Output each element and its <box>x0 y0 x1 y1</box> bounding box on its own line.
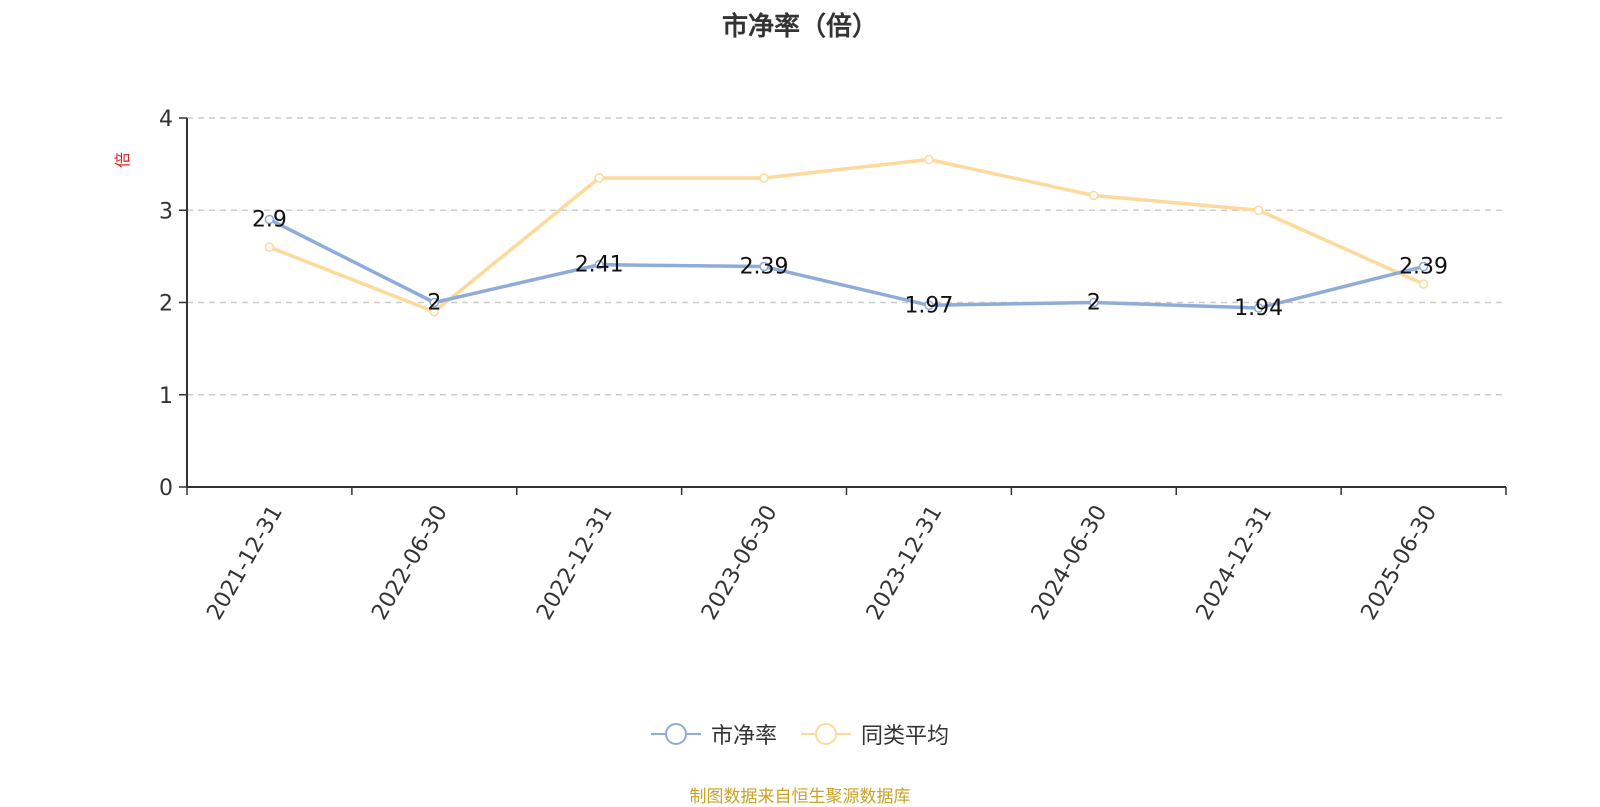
x-tick-label: 2025-06-30 <box>1357 501 1443 624</box>
x-tick-label: 2024-06-30 <box>1027 501 1113 624</box>
series-1-point <box>924 300 934 311</box>
series-1-point <box>1418 261 1429 272</box>
series-2-point <box>264 242 275 252</box>
legend-label-series-1: 市净率 <box>710 724 777 749</box>
series-2-point <box>594 173 604 183</box>
grid-lines <box>187 117 1506 396</box>
y-tick-label: 2 <box>159 292 173 317</box>
chart-title: 市净率（倍） <box>721 12 878 42</box>
series-1-point <box>264 214 275 225</box>
y-tick-label: 1 <box>159 384 173 409</box>
series-1-point <box>1089 297 1099 308</box>
series-line-2 <box>268 157 1425 314</box>
axes: 0 1 2 3 4 2021-12-31 2022-06-30 2022-12-31 2023-… <box>159 107 1507 624</box>
data-label: 2 <box>1087 291 1101 316</box>
data-label: 2.39 <box>1399 255 1448 280</box>
series-layer <box>264 154 1429 317</box>
source-note: 制图数据来自恒生聚源数据库 <box>689 787 911 807</box>
series-1-point <box>759 261 769 272</box>
series-2-point <box>924 154 934 165</box>
x-tick-label: 2022-06-30 <box>367 501 453 624</box>
data-label: 2.39 <box>740 255 789 280</box>
data-label: 2.9 <box>252 207 287 232</box>
series-2-point <box>759 173 769 183</box>
legend-marker-icon <box>801 722 851 746</box>
x-tick-label: 2024-12-31 <box>1192 501 1278 624</box>
series-1-point <box>429 297 440 308</box>
data-label: 1.97 <box>904 293 953 318</box>
legend-item-series-2[interactable]: 同类平均 <box>801 718 949 750</box>
series-line-1 <box>268 217 1424 310</box>
y-tick-label: 3 <box>159 199 173 224</box>
y-tick-label: 4 <box>159 107 173 132</box>
data-labels: 2.9 2 2.41 2.39 1.97 2 1.94 2.39 <box>252 207 1448 321</box>
legend: 市净率 同类平均 <box>0 718 1600 750</box>
y-axis-label: 倍 <box>113 152 132 168</box>
series-2-point <box>1418 279 1429 289</box>
x-tick-label: 2021-12-31 <box>202 501 288 624</box>
data-label: 1.94 <box>1234 296 1283 321</box>
series-1-point <box>594 259 604 270</box>
x-tick-label: 2022-12-31 <box>532 501 618 624</box>
series-2-point <box>1089 190 1099 201</box>
legend-label-series-2: 同类平均 <box>861 724 950 749</box>
y-tick-label: 0 <box>159 476 173 501</box>
legend-item-series-1[interactable]: 市净率 <box>650 718 777 750</box>
x-tick-label: 2023-06-30 <box>697 501 783 624</box>
legend-marker-icon <box>650 722 701 746</box>
x-tick-label: 2023-12-31 <box>862 501 948 624</box>
data-label: 2.41 <box>575 253 624 278</box>
series-1-point <box>1253 303 1264 313</box>
data-label: 2 <box>427 291 441 316</box>
series-2-point <box>429 306 440 317</box>
series-2-point <box>1253 205 1264 215</box>
